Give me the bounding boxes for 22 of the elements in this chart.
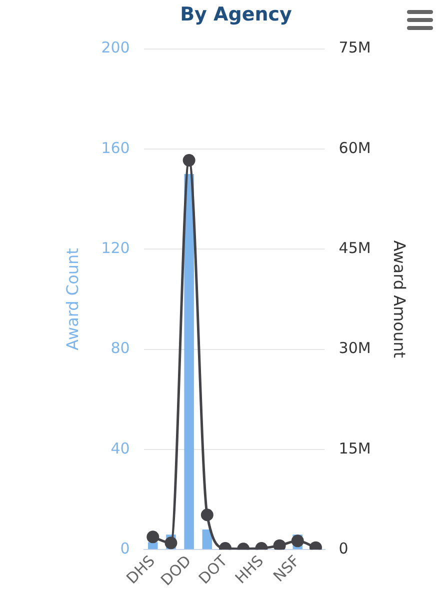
point [200, 508, 214, 522]
bar [202, 530, 212, 550]
y-axis-title: Award Count [62, 248, 82, 350]
y-tick-label: 200 [101, 38, 130, 57]
y-tick-label: 160 [101, 138, 130, 157]
y2-tick-label: 0 [338, 539, 348, 558]
y-tick-label: 0 [120, 539, 130, 558]
point [273, 539, 286, 550]
y-tick-label: 40 [110, 439, 130, 458]
y2-tick-label: 45M [338, 239, 371, 258]
point [146, 530, 160, 544]
point [182, 154, 196, 167]
y2-tick-label: 60M [338, 138, 371, 157]
y2-tick-label: 75M [338, 38, 371, 57]
chart-title: By Agency [180, 3, 293, 26]
y2-tick-label: 15M [338, 439, 371, 458]
bar [148, 542, 158, 550]
y-tick-label: 80 [110, 339, 130, 358]
bar [184, 174, 194, 550]
y2-tick-label: 30M [338, 339, 371, 358]
y-tick-label: 120 [101, 239, 130, 258]
y2-axis-title: Award Amount [390, 240, 410, 358]
